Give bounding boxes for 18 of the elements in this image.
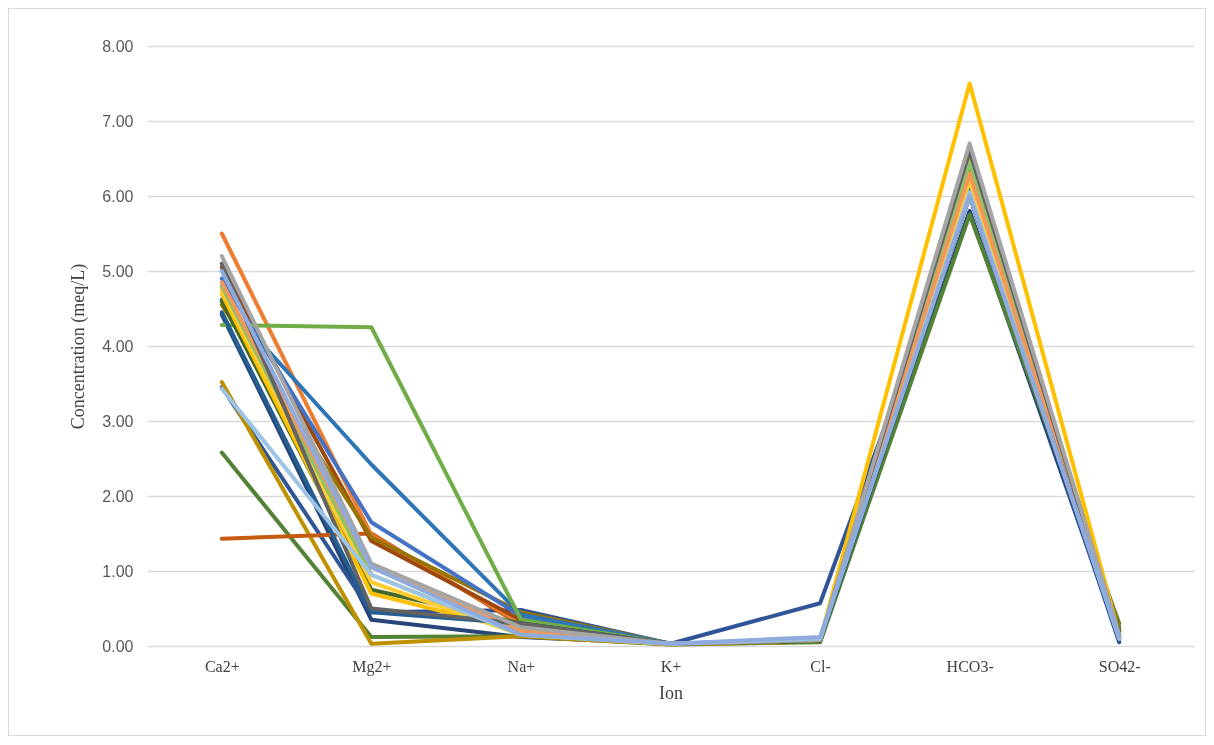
y-tick-label: 3.00: [102, 412, 134, 430]
x-tick-label: HCO3-: [946, 657, 994, 675]
y-tick-label: 7.00: [102, 112, 134, 130]
y-tick-label: 1.00: [102, 562, 134, 580]
y-tick-label: 0.00: [102, 637, 134, 655]
x-tick-label: K+: [660, 657, 682, 675]
x-axis-title: Ion: [659, 682, 683, 703]
y-axis-title: Concentration (meq/L): [68, 263, 90, 430]
y-tick-label: 5.00: [102, 262, 134, 280]
y-tick-label: 4.00: [102, 337, 134, 355]
y-tick-label: 6.00: [102, 187, 134, 205]
x-tick-label: Cl-: [810, 657, 831, 675]
x-tick-label: Mg2+: [352, 657, 392, 676]
y-tick-label: 2.00: [102, 487, 134, 505]
x-tick-label: SO42-: [1098, 657, 1141, 675]
y-tick-label: 8.00: [102, 37, 134, 55]
x-tick-label: Na+: [507, 657, 536, 675]
x-tick-label: Ca2+: [204, 657, 240, 675]
